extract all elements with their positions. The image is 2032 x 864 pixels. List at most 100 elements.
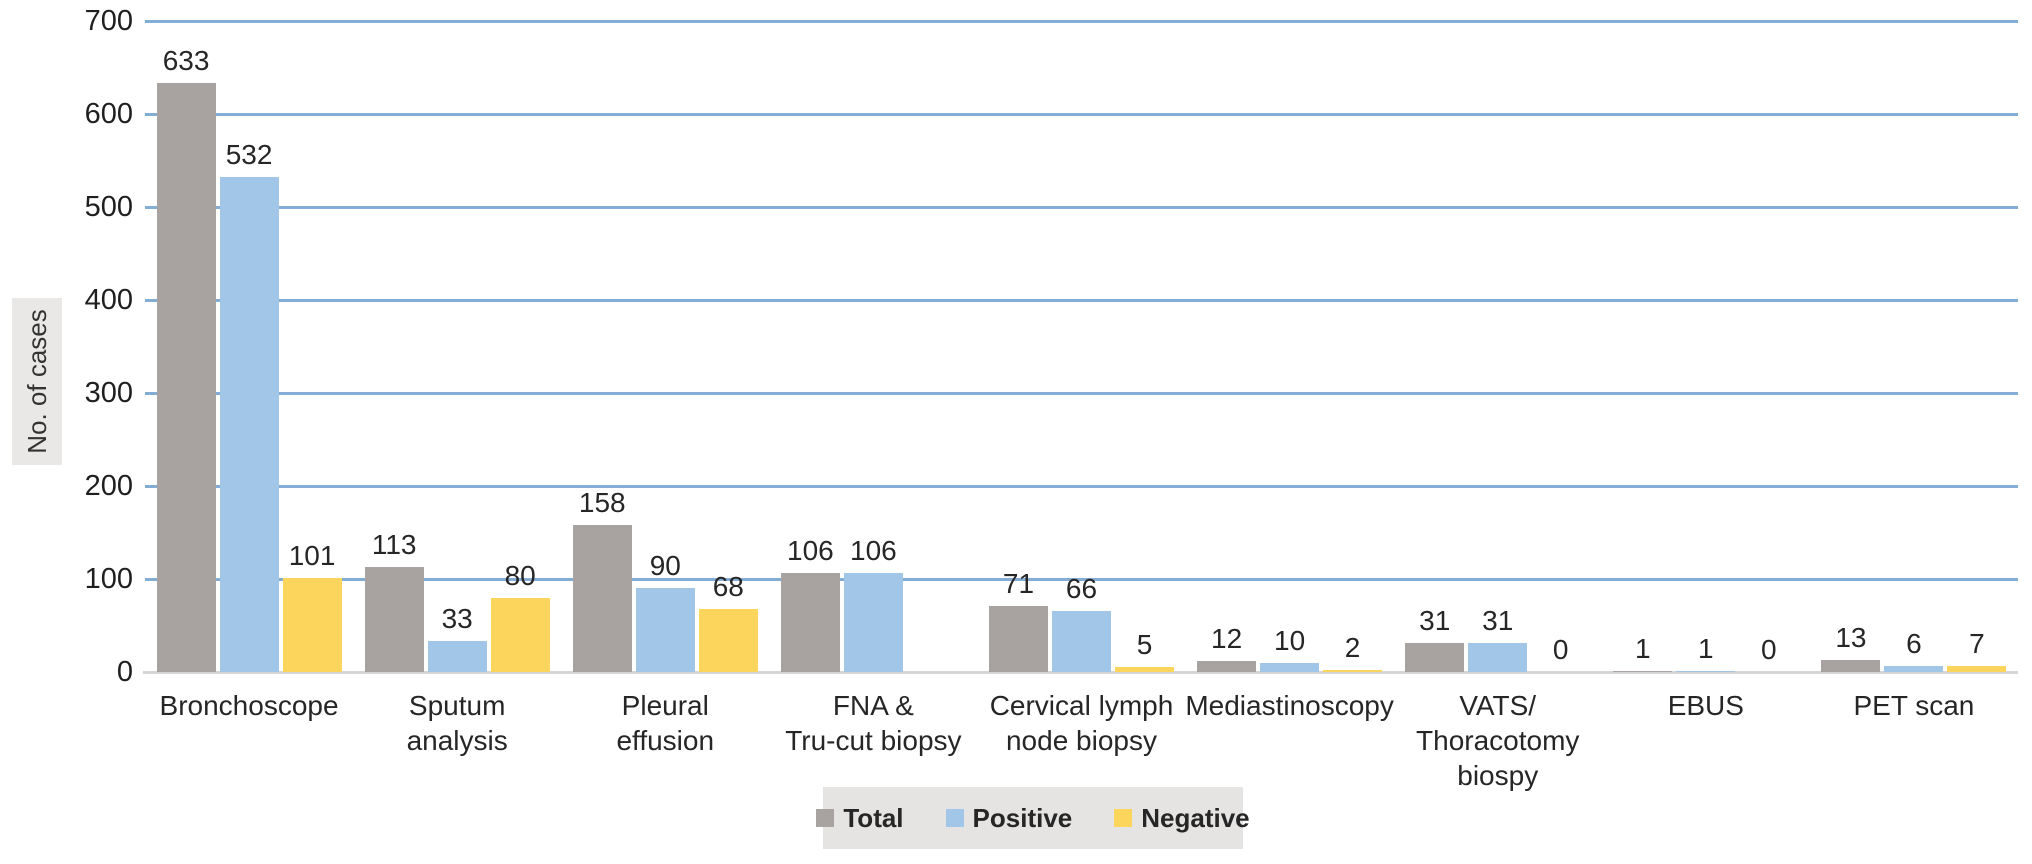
bar-slot: 113: [364, 21, 424, 672]
bar-slot: 31: [1405, 21, 1465, 672]
bar-slot: 10: [1260, 21, 1320, 672]
category-label: VATS/Thoracotomy biospy: [1348, 688, 1648, 793]
category-label: Mediastinoscopy: [1140, 688, 1440, 723]
value-label: 12: [1211, 622, 1243, 654]
y-tick-label: 500: [84, 191, 133, 223]
value-label: 68: [712, 570, 744, 602]
bar-positive: [427, 641, 487, 672]
bar-slot: 0: [1531, 21, 1590, 672]
bar-slot: 1: [1676, 21, 1736, 672]
bar-slot: 106: [843, 21, 903, 672]
gridline: [145, 19, 2018, 23]
value-label: 66: [1065, 572, 1098, 604]
bar-positive: [1260, 662, 1320, 672]
gridline: [145, 298, 2018, 302]
y-tick-label: 200: [84, 470, 133, 502]
bar-slot: 633: [156, 21, 216, 672]
bar-group: 12 10 2: [1186, 21, 1394, 672]
gridline: [145, 577, 2018, 581]
category-label: Bronchoscope: [99, 688, 399, 723]
bar-total: [1821, 659, 1881, 672]
bar-total: [988, 605, 1048, 672]
y-tick-label: 100: [84, 563, 133, 595]
bar-group: 106 106: [769, 21, 977, 672]
category-label-line: effusion: [616, 725, 715, 756]
value-label: 10: [1274, 624, 1306, 656]
bar-total: [1197, 660, 1257, 672]
category-label: EBUS: [1556, 688, 1856, 723]
legend-label: Negative: [1141, 802, 1250, 833]
category-label-line: Thoracotomy: [1416, 725, 1580, 756]
category-label-line: PET scan: [1853, 690, 1975, 721]
x-axis-line: [143, 671, 2018, 674]
value-label: 6: [1906, 628, 1922, 660]
value-label: 7: [1969, 627, 1985, 659]
category-label-line: Cervical lymph: [989, 690, 1174, 721]
bar-slot: 31: [1468, 21, 1528, 672]
value-label: 13: [1835, 621, 1867, 653]
gridline: [145, 391, 2018, 395]
legend-item-negative: Negative: [1114, 802, 1250, 834]
bar-total: [1613, 671, 1673, 672]
bar-slot: 71: [988, 21, 1048, 672]
value-label: 80: [504, 559, 536, 591]
bar-slot: 158: [572, 21, 632, 672]
legend-label: Total: [843, 802, 904, 833]
bar-group: 1 1 0: [1602, 21, 1810, 672]
bar-negative: [1947, 665, 2007, 672]
bar-total: [780, 573, 840, 672]
bar-slot: 80: [490, 21, 550, 672]
bar-positive: [219, 177, 279, 672]
bar-slot: 6: [1884, 21, 1944, 672]
y-axis-title: No. of cases: [12, 298, 62, 465]
value-label: 101: [288, 540, 336, 572]
bar-slot: 532: [219, 21, 279, 672]
bar-slot: 13: [1821, 21, 1881, 672]
y-tick-label: 600: [84, 98, 133, 130]
plot-area: 633 532 101 113 33 80 158 90 68 106 106 71 66 5 12 10 2 3…: [143, 19, 2018, 674]
bar-slot: 33: [427, 21, 487, 672]
category-label: FNA & Tru-cut biopsy: [723, 688, 1023, 758]
bar-group: 31 31 0: [1394, 21, 1602, 672]
bar-positive: [1676, 671, 1736, 672]
category-label-line: EBUS: [1667, 690, 1744, 721]
bar-negative: [1114, 667, 1174, 672]
legend-item-total: Total: [816, 802, 904, 834]
bar-slot: 106: [780, 21, 840, 672]
value-label: 1: [1698, 633, 1714, 665]
bar-total: [1405, 643, 1465, 672]
value-label: 90: [649, 550, 681, 582]
value-label: 33: [441, 603, 473, 635]
bar-total: [572, 525, 632, 672]
legend-swatch-icon: [1114, 809, 1133, 827]
category-label: Sputum analysis: [307, 688, 607, 758]
y-tick-label: 700: [84, 5, 133, 37]
bar-slot: 90: [635, 21, 695, 672]
value-label: 106: [787, 535, 834, 567]
category-label: Pleural effusion: [515, 688, 815, 758]
category-label: PET scan: [1764, 688, 2032, 723]
category-label-line: VATS/: [1459, 690, 1537, 721]
bar-slot: 2: [1323, 21, 1383, 672]
bar-positive: [843, 573, 903, 672]
bar-group: 13 6 7: [1810, 21, 2018, 672]
legend-label: Positive: [972, 802, 1073, 833]
y-tick-label: 0: [116, 656, 133, 688]
bar-slot: 7: [1947, 21, 2007, 672]
value-label: 532: [225, 139, 273, 171]
legend-item-positive: Positive: [945, 802, 1073, 834]
bar-positive: [1884, 666, 1944, 672]
gridline: [145, 205, 2018, 209]
bar-negative: [698, 608, 758, 672]
bar-slot: 68: [698, 21, 758, 672]
value-label: 1: [1635, 633, 1651, 665]
y-tick-label: 300: [84, 377, 133, 409]
value-label: 2: [1344, 632, 1361, 664]
category-label-line: FNA &: [832, 690, 914, 721]
legend-swatch-icon: [816, 809, 835, 827]
value-label: 633: [162, 45, 210, 77]
value-label: 5: [1136, 629, 1153, 661]
legend: Total Positive Negative: [816, 787, 1250, 849]
y-tick-label: 400: [84, 284, 133, 316]
